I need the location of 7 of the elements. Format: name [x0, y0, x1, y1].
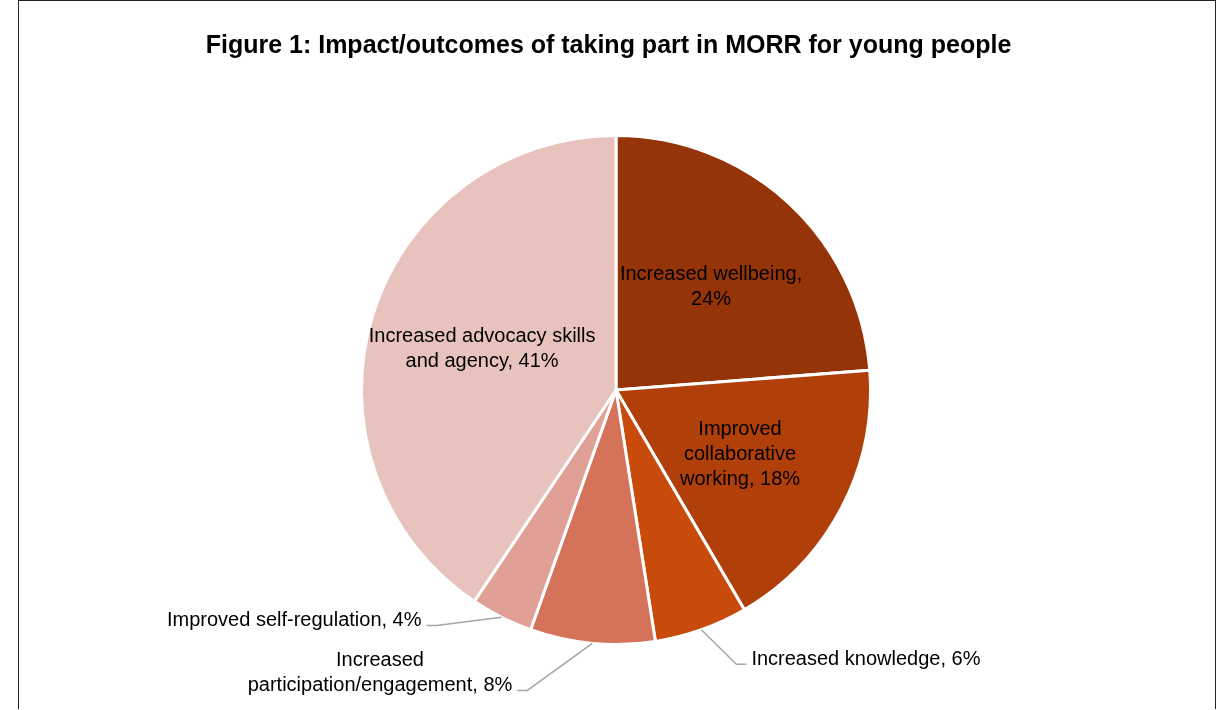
data-label: Increased participation/engagement, 8% [247, 648, 513, 696]
data-label: Increased advocacy skills and agency, 41% [368, 324, 596, 372]
data-label: Increased wellbeing, 24% [619, 262, 803, 310]
data-label: Improved self-regulation, 4% [166, 608, 422, 631]
data-label: Improved collaborative working, 18% [678, 417, 801, 490]
chart-title: Figure 1: Impact/outcomes of taking part in MORR for young people [204, 30, 1013, 59]
data-label: Increased knowledge, 6% [751, 647, 981, 670]
